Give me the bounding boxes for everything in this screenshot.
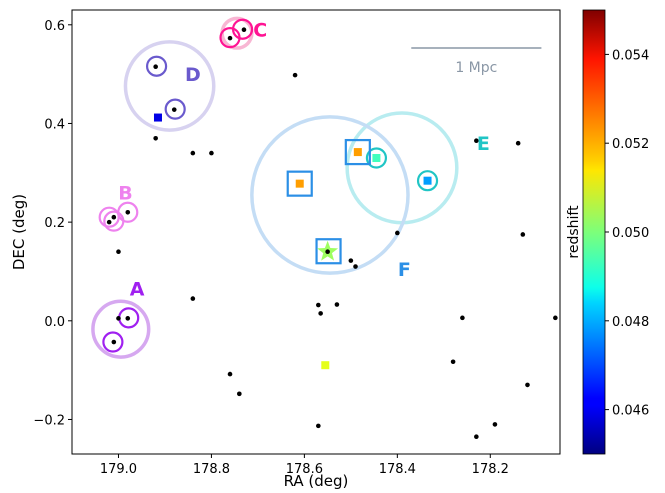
member-square-5 xyxy=(321,361,330,370)
galaxy-point-16 xyxy=(116,316,121,321)
y-tick-label-1: 0.0 xyxy=(44,315,65,330)
group-f-member-square-0 xyxy=(286,170,313,197)
member-square-3 xyxy=(372,154,381,162)
x-tick-label-4: 178.2 xyxy=(472,462,509,477)
galaxy-point-1 xyxy=(153,135,158,141)
y-tick-label-3: 0.4 xyxy=(44,117,65,132)
group-d-member-circle-1 xyxy=(164,98,186,120)
galaxy-point-0 xyxy=(292,72,298,78)
group-d-region-circle xyxy=(123,40,216,132)
member-square-4 xyxy=(423,176,432,185)
galaxy-point-13 xyxy=(316,302,321,308)
galaxy-point-4 xyxy=(474,138,479,144)
group-a-member-circle-1 xyxy=(102,331,124,353)
group-label-a: A xyxy=(130,279,145,301)
group-c-member-circle-1 xyxy=(219,27,241,49)
colorbar-tick-label-4: 0.054 xyxy=(612,48,649,63)
group-f-member-square-2 xyxy=(315,238,342,265)
galaxy-point-14 xyxy=(334,302,340,307)
colorbar-tick-label-2: 0.050 xyxy=(612,226,649,241)
axes-layer: 179.0 178.8 178.6 178.4 178.2 −0.2 0.0 0.2 0.4 0.… xyxy=(33,9,561,477)
galaxy-point-31 xyxy=(111,214,117,220)
scale-bar-label: 1 Mpc xyxy=(455,60,497,76)
group-label-b: B xyxy=(118,183,132,205)
colorbar-tick-label-1: 0.048 xyxy=(612,315,649,330)
galaxy-point-8 xyxy=(520,232,526,237)
galaxy-point-30 xyxy=(125,209,131,215)
galaxy-point-15 xyxy=(318,311,323,316)
x-tick-label-2: 178.6 xyxy=(286,462,323,477)
group-b-member-circle-2 xyxy=(98,206,120,228)
galaxy-point-11 xyxy=(353,264,358,269)
galaxy-point-22 xyxy=(525,382,530,388)
galaxy-point-6 xyxy=(106,219,112,225)
galaxy-point-7 xyxy=(116,249,121,255)
galaxy-point-25 xyxy=(474,434,479,440)
x-tick-label-3: 178.4 xyxy=(379,462,416,477)
galaxy-point-29 xyxy=(171,107,177,112)
group-b-member-circle-1 xyxy=(103,210,125,232)
colorbar-tick-label-3: 0.052 xyxy=(612,137,649,152)
x-tick-label-1: 178.8 xyxy=(193,462,230,477)
colorbar: 0.046 0.048 0.050 0.052 0.054 xyxy=(582,9,649,455)
y-tick-label-2: 0.2 xyxy=(44,216,65,231)
galaxy-point-5 xyxy=(515,140,521,146)
group-label-d: D xyxy=(185,64,201,86)
plot-frame xyxy=(71,9,561,455)
galaxy-point-17 xyxy=(460,315,465,321)
galaxy-point-24 xyxy=(492,422,498,427)
galaxy-point-3 xyxy=(209,150,214,156)
y-tick-label-0: −0.2 xyxy=(33,413,65,428)
y-tick-label-4: 0.6 xyxy=(44,19,65,34)
galaxy-point-21 xyxy=(237,391,242,397)
group-e-member-circle-1 xyxy=(416,170,439,192)
galaxy-point-10 xyxy=(348,258,354,263)
galaxy-point-26 xyxy=(227,35,233,41)
group-e-member-circle-0 xyxy=(365,147,388,169)
group-d-member-circle-0 xyxy=(145,55,168,77)
group-f-member-square-1 xyxy=(344,138,371,166)
galaxy-point-20 xyxy=(227,371,233,377)
group-f-region-circle xyxy=(250,115,410,275)
group-label-c: C xyxy=(253,20,267,42)
colorbar-tick-label-0: 0.046 xyxy=(612,404,649,419)
x-tick-label-0: 179.0 xyxy=(100,462,137,477)
member-square-2 xyxy=(353,148,362,157)
galaxy-point-2 xyxy=(190,150,196,156)
group-label-f: F xyxy=(398,259,411,281)
galaxy-point-18 xyxy=(553,315,558,321)
galaxy-point-34 xyxy=(325,249,330,255)
member-square-1 xyxy=(295,179,304,188)
galaxy-point-27 xyxy=(241,27,247,33)
member-square-0 xyxy=(153,113,162,122)
colorbar-label: redshift xyxy=(566,205,582,259)
galaxy-point-33 xyxy=(111,339,117,345)
group-a-region-circle xyxy=(91,299,151,359)
group-label-e: E xyxy=(477,133,490,155)
galaxy-point-32 xyxy=(125,316,131,321)
galaxy-point-23 xyxy=(316,423,321,429)
plot-layer: 1 Mpc A B C D E F xyxy=(91,16,558,440)
y-axis-label: DEC (deg) xyxy=(10,194,28,270)
galaxy-point-28 xyxy=(153,64,158,70)
galaxy-point-12 xyxy=(190,296,196,301)
galaxy-point-19 xyxy=(450,359,456,365)
colorbar-gradient xyxy=(582,9,606,455)
x-axis-label: RA (deg) xyxy=(284,472,349,490)
galaxy-point-9 xyxy=(395,230,400,236)
